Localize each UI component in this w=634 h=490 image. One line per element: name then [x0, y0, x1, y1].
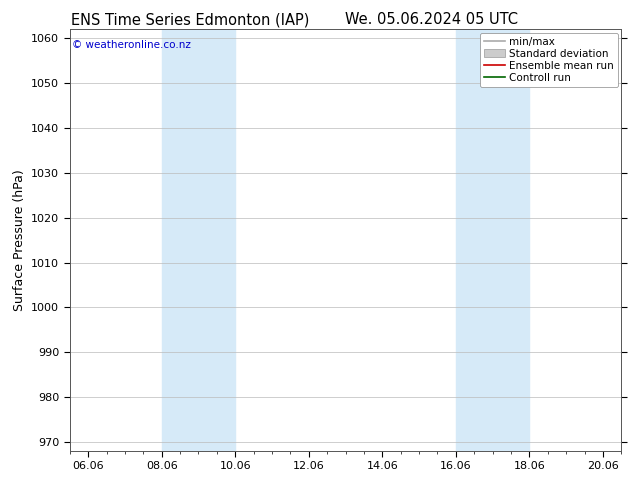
Y-axis label: Surface Pressure (hPa): Surface Pressure (hPa)	[13, 169, 25, 311]
Bar	[162, 29, 235, 451]
Text: © weatheronline.co.nz: © weatheronline.co.nz	[72, 40, 191, 50]
Legend: min/max, Standard deviation, Ensemble mean run, Controll run: min/max, Standard deviation, Ensemble me…	[480, 32, 618, 87]
Text: ENS Time Series Edmonton (IAP): ENS Time Series Edmonton (IAP)	[71, 12, 309, 27]
Bar	[456, 29, 529, 451]
Text: We. 05.06.2024 05 UTC: We. 05.06.2024 05 UTC	[345, 12, 517, 27]
